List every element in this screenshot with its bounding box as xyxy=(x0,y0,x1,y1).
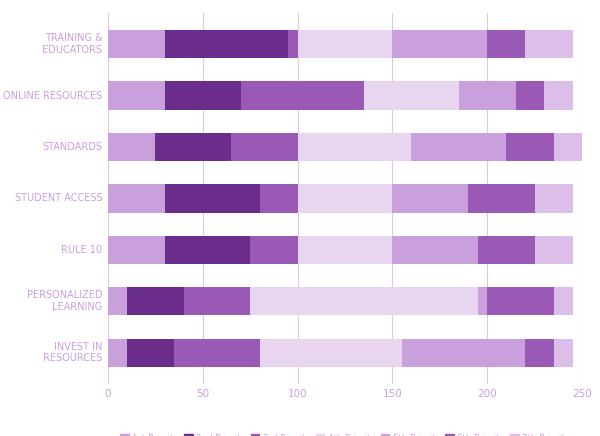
Bar xyxy=(392,236,478,264)
Bar xyxy=(392,184,468,212)
Bar xyxy=(241,82,364,109)
Bar xyxy=(554,338,572,367)
Bar xyxy=(108,287,127,315)
Bar xyxy=(554,287,572,315)
Bar xyxy=(468,184,535,212)
Bar xyxy=(506,133,554,161)
Bar xyxy=(288,30,298,58)
Bar xyxy=(108,82,165,109)
Bar xyxy=(108,338,127,367)
Bar xyxy=(231,133,298,161)
Bar xyxy=(165,30,288,58)
Bar xyxy=(165,82,241,109)
Bar xyxy=(487,30,525,58)
Bar xyxy=(260,184,298,212)
Bar xyxy=(515,82,544,109)
Bar xyxy=(108,133,155,161)
Bar xyxy=(535,236,572,264)
Bar xyxy=(535,184,572,212)
Bar xyxy=(184,287,250,315)
Bar xyxy=(478,236,535,264)
Bar xyxy=(250,287,478,315)
Bar xyxy=(392,30,487,58)
Bar xyxy=(298,133,412,161)
Bar xyxy=(155,133,231,161)
Bar xyxy=(108,236,165,264)
Bar xyxy=(364,82,459,109)
Bar xyxy=(165,236,250,264)
Bar xyxy=(525,338,554,367)
Bar xyxy=(108,184,165,212)
Bar xyxy=(402,338,525,367)
Bar xyxy=(298,236,392,264)
Bar xyxy=(127,287,184,315)
Bar xyxy=(165,184,260,212)
Bar xyxy=(554,133,582,161)
Legend: 1st Priority, 2nd Priority, 3rd Priority, 4th Priority, 5th Priority, 6th Priori: 1st Priority, 2nd Priority, 3rd Priority… xyxy=(116,430,574,436)
Bar xyxy=(544,82,572,109)
Bar xyxy=(175,338,260,367)
Bar xyxy=(478,287,487,315)
Bar xyxy=(459,82,515,109)
Bar xyxy=(298,184,392,212)
Bar xyxy=(108,30,165,58)
Bar xyxy=(250,236,298,264)
Bar xyxy=(412,133,506,161)
Bar xyxy=(298,30,392,58)
Bar xyxy=(127,338,175,367)
Bar xyxy=(260,338,402,367)
Bar xyxy=(487,287,554,315)
Bar xyxy=(525,30,572,58)
